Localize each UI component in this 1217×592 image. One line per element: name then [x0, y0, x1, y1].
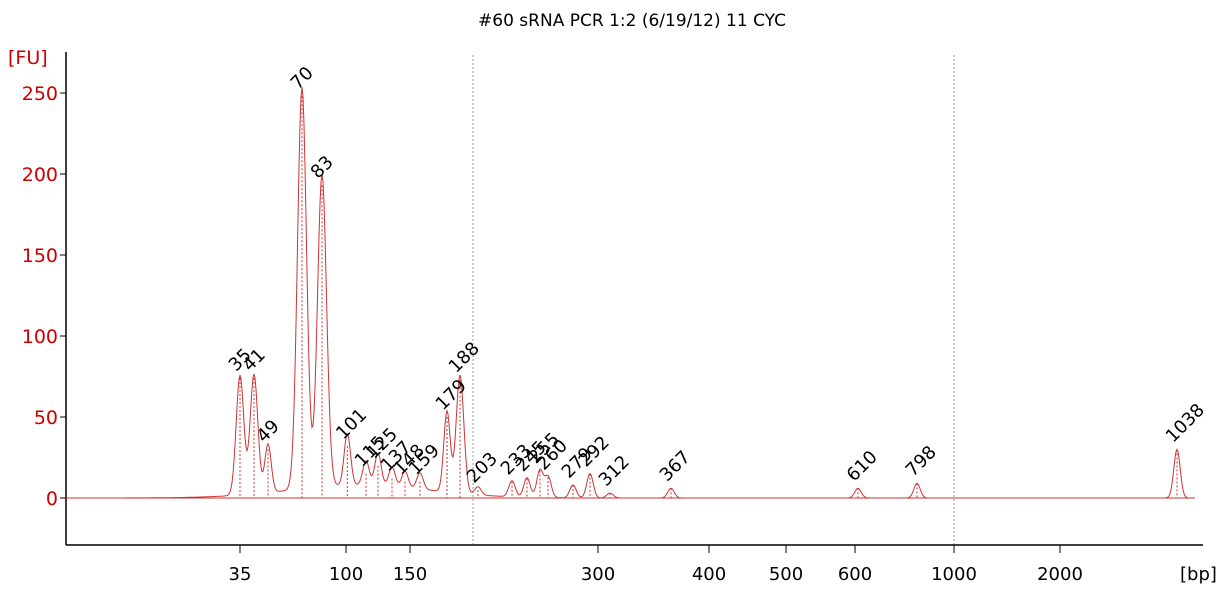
x-ticks: 35 100 150 300 400 500 600 1000 2000 [229, 545, 1083, 585]
y-tick-label: 50 [34, 407, 58, 429]
y-tick-label: 0 [46, 488, 58, 510]
fluorescence-trace [70, 86, 1192, 499]
y-tick-label: 250 [22, 83, 58, 105]
peak-label: 70 [287, 63, 318, 94]
peak-label: 101 [332, 405, 371, 444]
x-tick-label: 1000 [931, 564, 977, 585]
x-tick-label: 300 [581, 564, 615, 585]
peak-drop-lines [239, 96, 1178, 498]
y-ticks: 0 50 100 150 200 250 [22, 83, 66, 510]
peak-label: 798 [902, 442, 941, 481]
chart-title: #60 sRNA PCR 1:2 (6/19/12) 11 CYC [478, 11, 786, 31]
y-tick-label: 150 [22, 245, 58, 267]
x-axis-label: [bp] [1180, 564, 1217, 585]
x-tick-label: 500 [769, 564, 803, 585]
y-tick-label: 100 [22, 326, 58, 348]
gridlines [472, 55, 955, 545]
peak-label: 188 [445, 338, 484, 377]
peak-label: 83 [307, 152, 338, 183]
peak-label: 367 [656, 447, 695, 486]
x-tick-label: 35 [229, 564, 252, 585]
x-tick-label: 150 [393, 564, 427, 585]
peak-labels: 3541497083101115125137148159179188203233… [225, 63, 1209, 491]
peak-label: 179 [432, 375, 471, 414]
y-axis-label: [FU] [8, 47, 48, 69]
peak-label: 610 [843, 447, 882, 486]
x-tick-label: 600 [838, 564, 872, 585]
y-tick-label: 200 [22, 164, 58, 186]
peak-label: 1038 [1162, 400, 1209, 447]
x-tick-label: 400 [692, 564, 726, 585]
axes [65, 52, 1203, 546]
x-tick-label: 2000 [1037, 564, 1083, 585]
x-tick-label: 100 [329, 564, 363, 585]
